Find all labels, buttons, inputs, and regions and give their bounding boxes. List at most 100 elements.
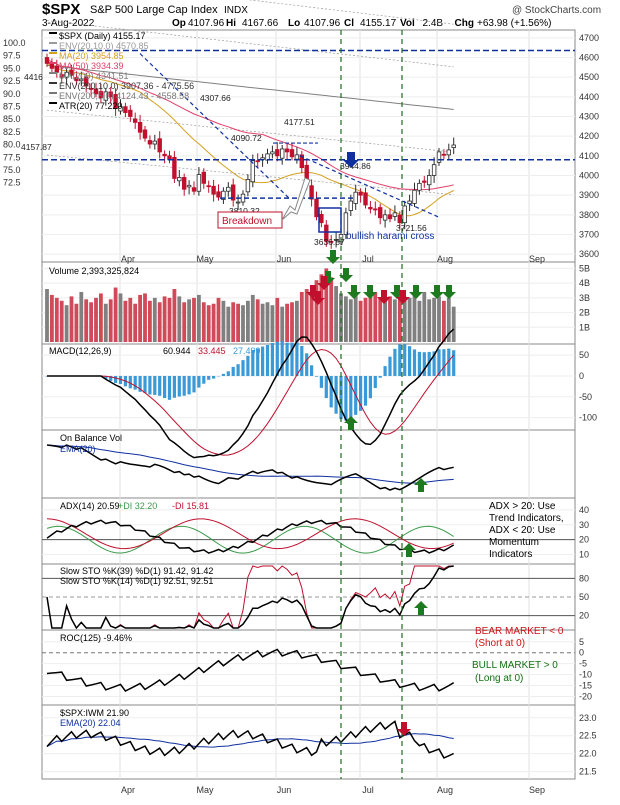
breakdown-arrow (282, 178, 310, 220)
obv-ema-legend: EMA(20) (60, 444, 96, 454)
volume-bar (99, 293, 103, 342)
copyright: @ StockCharts.com (512, 5, 601, 16)
macd-histogram-bar (173, 376, 176, 398)
macd-histogram-bar (325, 376, 328, 398)
macd-histogram-bar (398, 345, 401, 376)
candle-body (124, 107, 128, 113)
macd-legend-label: MACD(12,26,9) (49, 346, 112, 356)
price-tick-left: 90.0 (3, 89, 21, 99)
candle-body (359, 192, 363, 195)
volume-bar (290, 302, 294, 342)
volume-bar (119, 293, 123, 342)
price-tick-left: 92.5 (3, 76, 21, 86)
candle-body (207, 186, 211, 187)
quote-label: Lo (288, 18, 300, 29)
volume-bar (173, 289, 177, 342)
volume-bar (128, 298, 132, 342)
volume-bar (305, 289, 309, 342)
volume-bar (241, 305, 245, 342)
candle-body (173, 157, 177, 178)
candle-body (369, 207, 373, 209)
adx-note-line: ADX > 20: Use (489, 501, 556, 512)
macd-histogram-bar (232, 367, 235, 376)
price-tick-right: 3700 (579, 229, 599, 239)
month-label-top: May (196, 254, 214, 264)
candle-body (388, 215, 392, 219)
volume-bar (266, 302, 270, 342)
green-up-arrow (414, 601, 428, 615)
macd-histogram-bar (369, 376, 372, 398)
macd-histogram-bar (261, 347, 264, 376)
volume-bar (55, 298, 59, 342)
volume-bar (354, 295, 358, 342)
price-legend-entry: MA(200) 4341.51 (59, 71, 129, 81)
candle-body (290, 150, 294, 157)
roc-tick: -10 (579, 670, 592, 680)
month-label-bottom: Jul (362, 785, 374, 795)
bull-market-subnote: (Long at 0) (475, 673, 523, 684)
volume-bar (442, 301, 446, 342)
macd-legend-hist: 27.499 (233, 346, 261, 356)
green-down-arrow (347, 285, 361, 299)
macd-histogram-bar (300, 346, 303, 376)
green-down-arrow (409, 285, 423, 299)
roc-tick: 0 (579, 648, 584, 658)
adx-note-line: Momentum (489, 537, 539, 548)
candle-body (423, 181, 427, 182)
candle-body (364, 193, 368, 205)
candle-body (182, 177, 186, 189)
candle-body (285, 149, 289, 152)
volume-bar (89, 302, 93, 342)
volume-bar (295, 301, 299, 342)
minus-di-legend: -DI 15.81 (172, 501, 209, 511)
candle-body (408, 201, 412, 204)
volume-bar (168, 298, 172, 342)
quote-label: Hi (226, 18, 236, 29)
volume-bar (334, 286, 338, 342)
volume-tick: 4B (579, 278, 590, 288)
macd-histogram-bar (442, 349, 445, 376)
candle-body (398, 215, 402, 222)
month-label-top: Jul (362, 254, 374, 264)
legend-swatch (49, 42, 57, 44)
macd-histogram-bar (148, 376, 151, 395)
candle-body (187, 185, 191, 187)
quote-value: 4155.17 (360, 18, 397, 29)
adx-note-line: ADX < 20: Use (489, 525, 556, 536)
candle-body (447, 150, 451, 155)
quote-value: +63.98 (+1.56%) (477, 18, 552, 29)
price-tick-left: 77.5 (3, 152, 21, 162)
candle-body (236, 202, 240, 203)
macd-histogram-bar (183, 376, 186, 396)
ratio-tick: 22.0 (579, 749, 597, 759)
adx-legend: ADX(14) 20.59 (60, 501, 120, 511)
month-label-bottom: Sep (529, 785, 545, 795)
price-tick-right: 4700 (579, 33, 599, 43)
roc-line (47, 649, 454, 691)
legend-swatch (49, 52, 57, 54)
quote-value: 4167.66 (242, 18, 279, 29)
volume-bar (104, 304, 108, 342)
macd-histogram-bar (408, 346, 411, 376)
volume-bar (143, 293, 147, 342)
candle-body (217, 192, 221, 197)
macd-histogram-bar (315, 376, 318, 377)
macd-histogram-bar (202, 376, 205, 384)
candle-body (251, 161, 255, 182)
volume-bar (163, 296, 167, 342)
macd-tick: -100 (579, 413, 597, 423)
candle-body (393, 213, 397, 217)
green-down-arrow (430, 285, 444, 299)
volume-tick: 1B (579, 322, 590, 332)
macd-histogram-bar (452, 350, 455, 376)
macd-histogram-bar (413, 349, 416, 376)
candle-body (153, 141, 157, 144)
macd-histogram-bar (388, 357, 391, 376)
price-legend-entry: MA(20) 3954.85 (59, 51, 124, 61)
legend-swatch (49, 82, 57, 84)
candle-body (442, 154, 446, 155)
candle-body (432, 165, 436, 176)
ratio-legend: $SPX:IWM 21.90 (60, 708, 129, 718)
